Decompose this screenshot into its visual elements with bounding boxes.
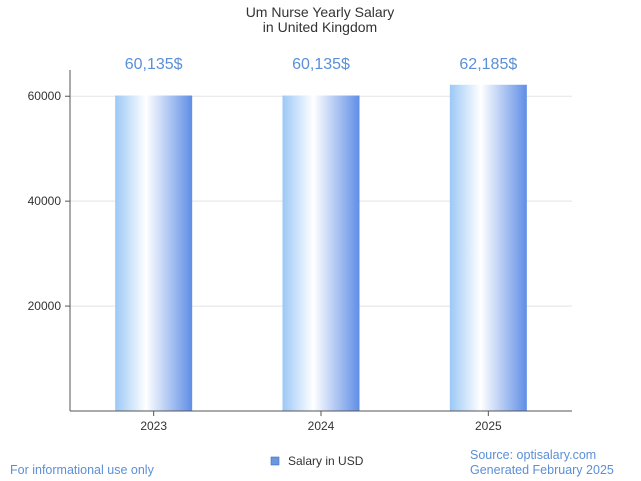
labels: 20000 40000 60000 2023 60,135$ 2024 60,135$ 202… — [28, 56, 518, 433]
legend-label: Salary in USD — [288, 454, 364, 468]
disclaimer-text: For informational use only — [10, 463, 155, 477]
bar-2025[interactable] — [449, 84, 527, 412]
legend-swatch — [270, 456, 280, 466]
chart-title-line-2: in United Kingdom — [263, 19, 377, 35]
x-tick-label: 2023 — [140, 419, 167, 433]
x-tick-label: 2024 — [308, 419, 335, 433]
value-label-2023: 60,135$ — [125, 56, 183, 73]
y-tick-label: 40000 — [28, 194, 62, 208]
y-tick-label: 20000 — [28, 299, 62, 313]
source-text: Source: optisalary.com — [470, 448, 596, 462]
legend[interactable]: Salary in USD — [270, 454, 364, 468]
bar-2024[interactable] — [282, 95, 360, 412]
generated-text: Generated February 2025 — [470, 463, 614, 477]
bars — [115, 84, 527, 412]
x-tick-label: 2025 — [475, 419, 502, 433]
chart-title-line-1: Um Nurse Yearly Salary — [246, 4, 395, 20]
axes — [69, 70, 572, 412]
value-label-2025: 62,185$ — [459, 56, 517, 73]
y-tick-label: 60000 — [28, 89, 62, 103]
value-label-2024: 60,135$ — [292, 56, 350, 73]
bar-2023[interactable] — [115, 95, 193, 412]
